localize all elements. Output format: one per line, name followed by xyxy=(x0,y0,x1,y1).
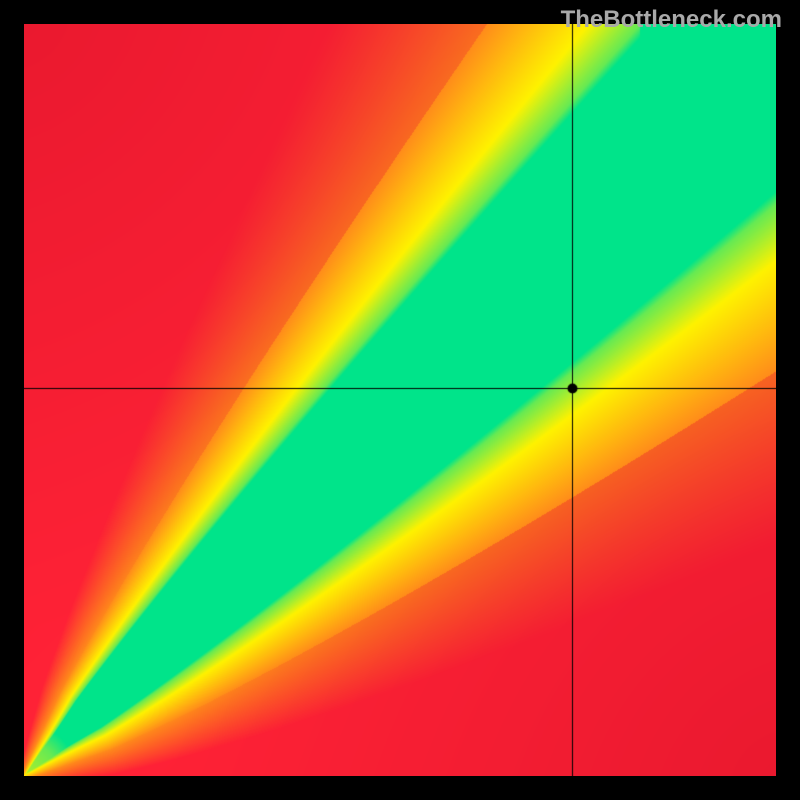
chart-frame: TheBottleneck.com xyxy=(0,0,800,800)
watermark-text: TheBottleneck.com xyxy=(561,6,782,34)
gradient-heatmap xyxy=(24,24,776,776)
